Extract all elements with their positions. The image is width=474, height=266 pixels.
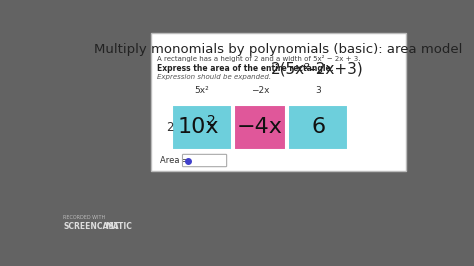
Text: 3: 3	[315, 86, 321, 95]
Text: Expression should be expanded.: Expression should be expanded.	[157, 73, 271, 80]
Bar	[234, 105, 286, 150]
FancyBboxPatch shape	[182, 154, 227, 167]
Text: Area =: Area =	[160, 156, 189, 165]
Text: 10x: 10x	[177, 117, 219, 138]
Text: −2x: −2x	[251, 86, 269, 95]
Text: MATIC: MATIC	[106, 222, 133, 231]
Text: 2(5x²-2x+3): 2(5x²-2x+3)	[271, 61, 364, 76]
Text: 2: 2	[166, 121, 174, 134]
Bar	[151, 34, 406, 171]
Text: 2: 2	[207, 114, 216, 128]
Text: A rectangle has a height of 2 and a width of 5x² − 2x + 3.: A rectangle has a height of 2 and a widt…	[157, 55, 360, 62]
Text: Multiply monomials by polynomials (basic): area model: Multiply monomials by polynomials (basic…	[94, 43, 463, 56]
Text: 6: 6	[311, 117, 325, 138]
Text: −4x: −4x	[237, 117, 283, 138]
Bar	[288, 105, 348, 150]
Text: Express the area of the entire rectangle.: Express the area of the entire rectangle…	[157, 64, 334, 73]
Bar	[172, 105, 232, 150]
Text: 5x²: 5x²	[194, 86, 209, 95]
Text: RECORDED WITH: RECORDED WITH	[63, 215, 105, 220]
Text: SCREENCAST: SCREENCAST	[63, 222, 119, 231]
